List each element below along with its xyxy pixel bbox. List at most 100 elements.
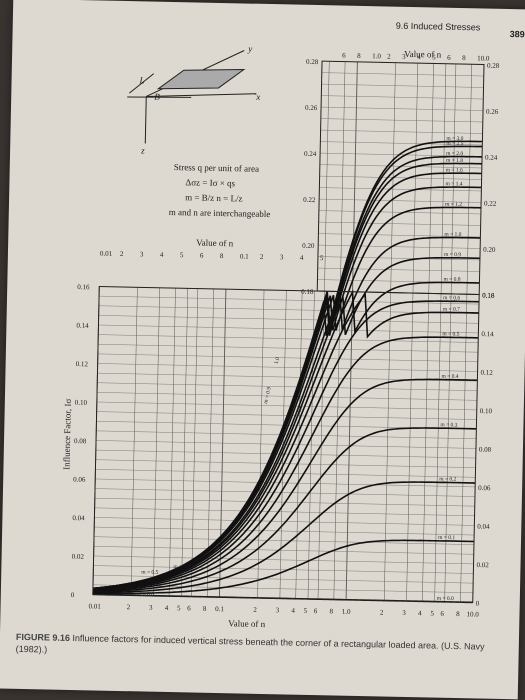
bottom-tick-label: 5 [177,604,181,612]
bottom-axis-title: Value of n [228,618,266,629]
right-tick-label: 0 [476,599,480,607]
grid-h [95,449,476,459]
right-tick-label: 0.08 [479,445,492,453]
curve-label: m = 1.2 [445,201,462,207]
upper-tick-label: 0.18 [301,288,314,296]
grid-v [317,61,330,600]
grid-v [383,62,396,601]
grid-h-upper [318,210,481,215]
top-x-tick-label: 4 [417,53,421,61]
right-tick-label: 0.04 [477,522,490,530]
right-tick-label: 0.22 [484,200,497,208]
grid-h [98,305,479,314]
grid-h-upper [321,95,484,100]
inset-z-label: z [140,145,145,155]
bottom-tick-label: 0.01 [88,602,101,610]
bottom-tick-label: 4 [165,604,169,612]
right-tick-label: 0.16 [482,292,495,300]
curve-m1.2 [92,206,482,590]
top-x-tick-label: 10.0 [477,54,490,62]
left-tick-label: 0.16 [77,283,90,291]
inset-line-1: Stress q per unit of area [174,162,259,174]
grid-v [345,61,358,600]
upper-x-tick-label: 0.1 [240,252,249,260]
grid-v [444,63,457,602]
curve-label: m = 0.1 [438,535,455,541]
upper-x-tick-label: 2 [120,250,124,258]
bottom-tick-label: 4 [418,609,422,617]
left-tick-label: 0 [71,591,75,599]
bottom-tick-label: 2 [380,608,384,616]
upper-tick-label: 0.22 [303,196,316,204]
upper-x-tick-label: 3 [140,250,144,258]
left-tick-label: 0.08 [74,437,87,445]
left-tick-label: 0.02 [72,552,85,560]
left-tick-label: 0.12 [76,360,89,368]
curve-label: m = 0.0 [437,596,454,602]
top-axis-title: Value of n [404,49,442,60]
upper-x-tick-label: 4 [160,251,164,259]
grid-h [94,536,474,545]
upper-tick-label: 0.26 [305,104,318,112]
bottom-tick-label: 0.1 [215,605,224,613]
grid-h [99,295,479,305]
right-tick-label: 0.24 [485,154,498,162]
inset-x-label: x [255,92,260,102]
right-tick-label: 0.18 [482,292,495,300]
grid-h-upper [320,141,483,146]
grid-h [93,555,474,565]
bottom-tick-label: 4 [291,607,295,615]
left-tick-label: 0.04 [72,514,85,522]
curve-m0.5 [92,336,479,592]
grid-h [97,382,478,391]
upper-x-tick-label: 5 [180,251,184,259]
grid-h-upper [321,72,484,77]
bottom-tick-label: 6 [314,607,318,615]
grid-h [97,353,478,363]
grid-h [96,401,477,411]
upper-tick-label: 0.24 [304,150,317,158]
grid-h [96,430,477,440]
grid-h [94,517,475,526]
grid-h [98,324,479,334]
left-tick-label: 0.06 [73,476,86,484]
curve-label: m = 0.6 [443,295,460,301]
right-tick-label: 0.26 [486,108,499,116]
inset-line-3: m = B/z n = L/z [185,192,243,203]
inset-y-label: y [247,44,252,54]
dimension-L-line [129,73,155,94]
upper-tick-label: 0.20 [302,242,315,250]
curve-label: m = 0.8 [443,276,460,282]
bottom-tick-label: 8 [329,607,333,615]
dimension-B-line [127,96,192,98]
curve-m0.7 [92,292,479,591]
grid-v [460,64,472,603]
grid-h [94,507,475,516]
grid-h-upper [318,244,481,249]
grid-h-upper [319,175,482,180]
right-tick-label: 0.28 [487,62,500,70]
curve-label-left: m = 0.0 [137,591,154,597]
curve-label: m = 0.3 [440,422,457,428]
curve-label-left: m = 0.5 [141,569,158,575]
inset-line-2: Δσz = Iσ × qs [185,177,235,188]
chart-tick-labels: 0.01 2 3 4 5 6 8 0.1 2 3 4 5 6 8 1.0 2 3 4 5 6 8 10.000.020.0… [71,52,500,619]
grid-h-upper [321,83,484,88]
grid-h-upper [319,187,482,192]
grid-v [406,63,419,602]
y-axis-title: Influence Factor, Iσ [61,398,72,470]
curve-m0.1 [92,539,475,595]
curve-label-left: m = [173,564,182,570]
right-tick-label: 0.02 [476,561,489,569]
grid-h [95,478,476,488]
right-tick-label: 0.06 [478,484,491,492]
bottom-tick-label: 5 [304,607,308,615]
bottom-tick-label: 3 [149,604,153,612]
left-tick-label: 0.10 [75,399,88,407]
curve-m0.2 [92,481,476,594]
curve-label: m = 1.8 [446,158,463,164]
steep-label: 1.0 [274,356,281,364]
grid-v [333,61,346,600]
bottom-tick-label: 6 [187,604,191,612]
